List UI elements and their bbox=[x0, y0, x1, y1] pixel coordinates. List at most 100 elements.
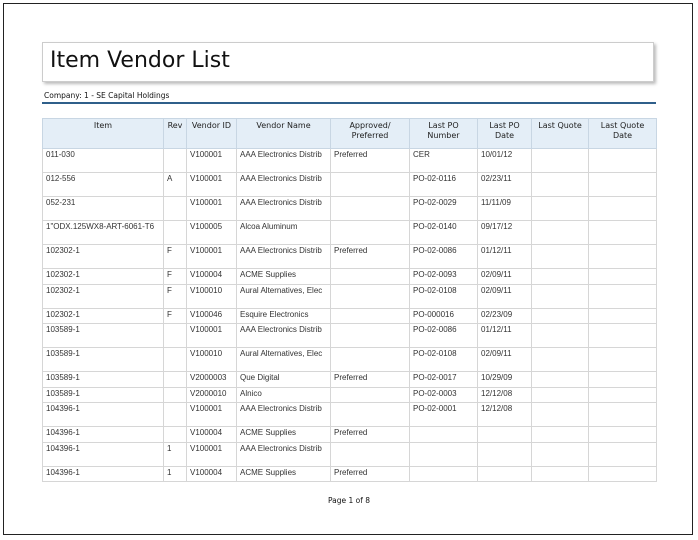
cell-approved-preferred: Preferred bbox=[330, 426, 410, 443]
cell-vendor-id: V100001 bbox=[186, 441, 237, 467]
header-divider bbox=[42, 102, 656, 104]
column-header-vendor-name: Vendor Name bbox=[236, 118, 331, 149]
cell-item: 104396-1 bbox=[42, 426, 164, 443]
cell-vendor-id: V100001 bbox=[186, 323, 237, 348]
cell-approved-preferred: Preferred bbox=[330, 148, 410, 173]
cell-last-po-number: PO-02-0003 bbox=[409, 386, 478, 403]
cell-vendor-name: ACME Supplies bbox=[236, 268, 331, 285]
cell-last-po-number: CER bbox=[409, 148, 478, 173]
cell-vendor-name: Alcoa Aluminum bbox=[236, 220, 331, 245]
cell-last-po-date bbox=[477, 465, 532, 482]
table-row: 103589-1 V100001 AAA Electronics Distrib PO… bbox=[42, 323, 657, 348]
cell-approved-preferred bbox=[330, 441, 410, 467]
cell-item: 052-231 bbox=[42, 196, 164, 221]
cell-last-quote bbox=[531, 172, 589, 197]
cell-rev: F bbox=[163, 307, 187, 324]
cell-approved-preferred bbox=[330, 347, 410, 372]
cell-approved-preferred bbox=[330, 386, 410, 403]
cell-last-po-number: PO-02-0001 bbox=[409, 402, 478, 427]
cell-last-quote bbox=[531, 371, 589, 388]
cell-vendor-name: AAA Electronics Distrib bbox=[236, 323, 331, 348]
cell-last-quote-date bbox=[588, 426, 657, 443]
column-header-last-quote: Last Quote bbox=[531, 118, 589, 149]
cell-last-quote-date bbox=[588, 220, 657, 245]
table-row: 104396-1 1 V100004 ACME Supplies Preferred bbox=[42, 465, 657, 482]
cell-last-po-date: 02/09/11 bbox=[477, 283, 532, 309]
cell-vendor-name: Aural Alternatives, Elec bbox=[236, 347, 331, 372]
table-row: 012-556 A V100001 AAA Electronics Distrib PO… bbox=[42, 172, 657, 197]
cell-vendor-name: AAA Electronics Distrib bbox=[236, 441, 331, 467]
table-row: 104396-1 1 V100001 AAA Electronics Distrib bbox=[42, 441, 657, 467]
page-number: Page 1 of 8 bbox=[327, 496, 371, 505]
cell-last-quote bbox=[531, 268, 589, 285]
cell-item: 102302-1 bbox=[42, 268, 164, 285]
table-row: 1"ODX.125WX8-ART-6061-T6 V100005 Alcoa Alu… bbox=[42, 220, 657, 245]
cell-rev bbox=[163, 323, 187, 348]
report-title-box: Item Vendor List bbox=[42, 42, 654, 82]
table-row: 102302-1 F V100046 Esquire Electronics PO-00… bbox=[42, 307, 657, 324]
cell-vendor-name: ACME Supplies bbox=[236, 465, 331, 482]
cell-last-quote bbox=[531, 283, 589, 309]
cell-rev: F bbox=[163, 268, 187, 285]
cell-vendor-id: V100001 bbox=[186, 148, 237, 173]
cell-last-po-number: PO-02-0017 bbox=[409, 371, 478, 388]
cell-last-po-number bbox=[409, 465, 478, 482]
column-header-vendor-id: Vendor ID bbox=[186, 118, 237, 149]
column-header-last-po-number: Last PO Number bbox=[409, 118, 478, 149]
table-row: 102302-1 F V100001 AAA Electronics Distrib P… bbox=[42, 244, 657, 269]
cell-last-quote bbox=[531, 307, 589, 324]
cell-item: 011-030 bbox=[42, 148, 164, 173]
cell-vendor-id: V2000010 bbox=[186, 386, 237, 403]
table-row: 104396-1 V100001 AAA Electronics Distrib PO… bbox=[42, 402, 657, 427]
item-vendor-table: Item Rev Vendor ID Vendor Name Approved/ Pre… bbox=[42, 118, 657, 482]
cell-item: 102302-1 bbox=[42, 283, 164, 309]
cell-last-po-date: 02/09/11 bbox=[477, 268, 532, 285]
cell-last-po-date: 01/12/11 bbox=[477, 323, 532, 348]
company-label: Company: 1 - SE Capital Holdings bbox=[44, 91, 170, 100]
cell-last-quote-date bbox=[588, 347, 657, 372]
cell-rev: A bbox=[163, 172, 187, 197]
cell-vendor-name: Alnico bbox=[236, 386, 331, 403]
cell-approved-preferred bbox=[330, 172, 410, 197]
cell-vendor-name: Que Digital bbox=[236, 371, 331, 388]
cell-vendor-id: V100010 bbox=[186, 283, 237, 309]
cell-vendor-name: Aural Alternatives, Elec bbox=[236, 283, 331, 309]
cell-last-po-date: 02/09/11 bbox=[477, 347, 532, 372]
cell-last-quote-date bbox=[588, 402, 657, 427]
cell-last-quote bbox=[531, 244, 589, 269]
cell-vendor-id: V100046 bbox=[186, 307, 237, 324]
cell-last-quote bbox=[531, 196, 589, 221]
cell-vendor-id: V100001 bbox=[186, 244, 237, 269]
cell-vendor-id: V100005 bbox=[186, 220, 237, 245]
table-row: 103589-1 V2000010 Alnico PO-02-0003 12/12/08 bbox=[42, 386, 657, 403]
cell-item: 1"ODX.125WX8-ART-6061-T6 bbox=[42, 220, 164, 245]
cell-rev bbox=[163, 426, 187, 443]
cell-last-po-date bbox=[477, 426, 532, 443]
cell-rev: F bbox=[163, 283, 187, 309]
cell-vendor-name: Esquire Electronics bbox=[236, 307, 331, 324]
report-title: Item Vendor List bbox=[50, 48, 230, 73]
cell-last-po-date: 02/23/11 bbox=[477, 172, 532, 197]
cell-vendor-id: V100004 bbox=[186, 465, 237, 482]
cell-last-quote-date bbox=[588, 441, 657, 467]
table-row: 052-231 V100001 AAA Electronics Distrib PO-… bbox=[42, 196, 657, 221]
cell-approved-preferred bbox=[330, 196, 410, 221]
cell-approved-preferred: Preferred bbox=[330, 465, 410, 482]
cell-approved-preferred bbox=[330, 220, 410, 245]
cell-item: 103589-1 bbox=[42, 386, 164, 403]
cell-approved-preferred bbox=[330, 402, 410, 427]
cell-last-po-number: PO-02-0116 bbox=[409, 172, 478, 197]
cell-last-po-number bbox=[409, 441, 478, 467]
cell-last-po-date: 12/12/08 bbox=[477, 402, 532, 427]
cell-vendor-id: V100001 bbox=[186, 172, 237, 197]
cell-rev bbox=[163, 196, 187, 221]
cell-last-po-number bbox=[409, 426, 478, 443]
cell-last-po-number: PO-02-0108 bbox=[409, 283, 478, 309]
cell-item: 104396-1 bbox=[42, 402, 164, 427]
cell-item: 102302-1 bbox=[42, 307, 164, 324]
cell-item: 103589-1 bbox=[42, 371, 164, 388]
cell-item: 102302-1 bbox=[42, 244, 164, 269]
cell-rev: 1 bbox=[163, 465, 187, 482]
cell-last-po-date: 10/01/12 bbox=[477, 148, 532, 173]
cell-vendor-name: AAA Electronics Distrib bbox=[236, 172, 331, 197]
